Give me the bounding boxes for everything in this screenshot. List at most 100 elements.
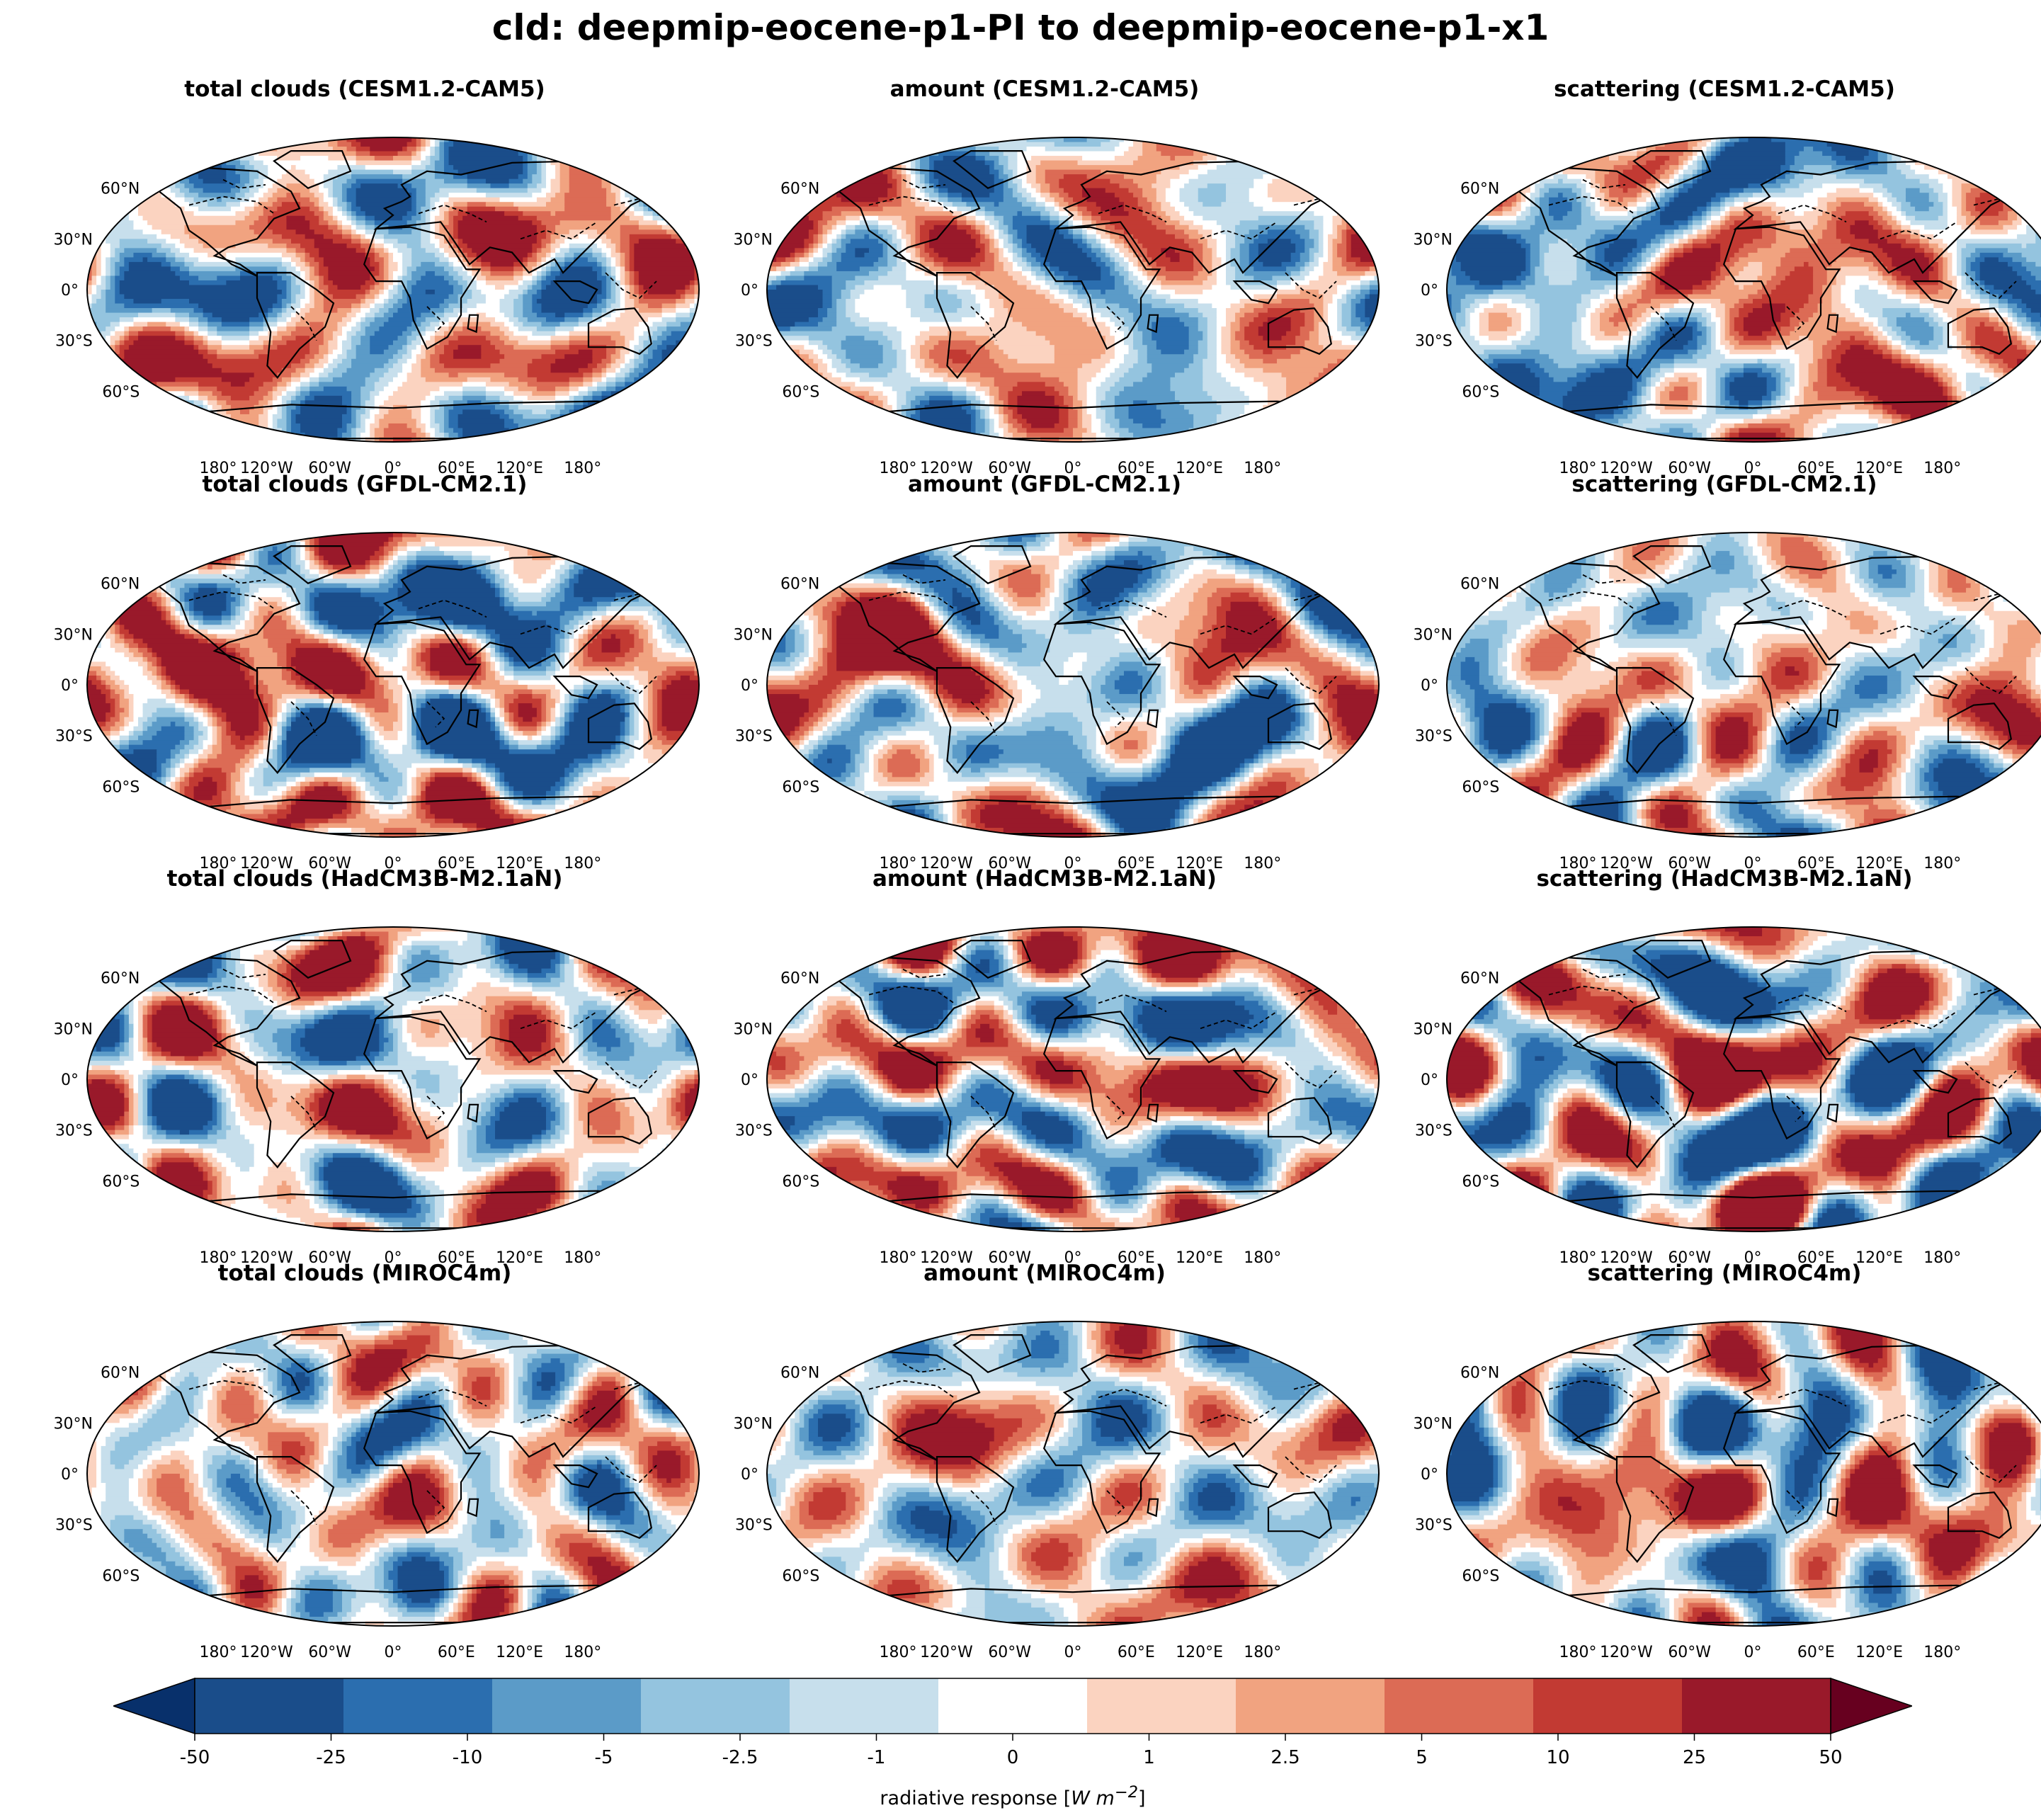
contour-cell bbox=[938, 151, 977, 157]
contour-cell bbox=[587, 322, 607, 327]
contour-cell bbox=[1203, 358, 1217, 364]
contour-cell bbox=[767, 326, 773, 332]
contour-cell bbox=[439, 147, 445, 152]
contour-cell bbox=[1309, 336, 1319, 341]
contour-cell bbox=[457, 243, 468, 249]
contour-cell bbox=[128, 215, 144, 221]
contour-cell bbox=[128, 419, 135, 424]
contour-cell bbox=[1147, 372, 1176, 378]
contour-cell bbox=[1040, 160, 1079, 166]
contour-cell bbox=[189, 280, 227, 286]
contour-cell bbox=[342, 358, 352, 364]
contour-cell bbox=[166, 239, 181, 244]
lon-tick-label: 60°E bbox=[438, 460, 475, 477]
contour-cell bbox=[555, 193, 565, 198]
contour-cell bbox=[615, 358, 625, 364]
contour-cell bbox=[1045, 169, 1101, 175]
contour-cell bbox=[1119, 391, 1176, 397]
contour-cell bbox=[957, 206, 972, 212]
contour-cell bbox=[314, 280, 319, 286]
contour-cell bbox=[87, 428, 111, 433]
contour-cell bbox=[402, 363, 412, 369]
contour-cell bbox=[481, 257, 523, 263]
contour-cell bbox=[161, 229, 186, 235]
contour-cell bbox=[689, 303, 695, 309]
contour-cell bbox=[277, 419, 288, 424]
contour-cell bbox=[897, 183, 902, 189]
contour-cell bbox=[402, 345, 408, 351]
contour-cell bbox=[952, 202, 967, 207]
contour-cell bbox=[495, 285, 505, 290]
contour-cell bbox=[661, 303, 676, 309]
contour-cell bbox=[822, 252, 828, 258]
contour-cell bbox=[198, 326, 208, 332]
contour-cell bbox=[994, 257, 999, 263]
contour-cell bbox=[652, 419, 658, 424]
contour-cell bbox=[91, 372, 102, 378]
contour-cell bbox=[929, 349, 948, 355]
contour-field bbox=[767, 137, 1379, 442]
contour-cell bbox=[897, 188, 902, 193]
contour-cell bbox=[689, 224, 699, 230]
contour-cell bbox=[634, 432, 639, 438]
contour-cell bbox=[305, 275, 310, 281]
contour-cell bbox=[671, 423, 699, 429]
contour-cell bbox=[846, 312, 860, 318]
contour-cell bbox=[1226, 248, 1232, 254]
contour-cell bbox=[425, 331, 436, 336]
contour-cell bbox=[676, 377, 686, 382]
contour-cell bbox=[1323, 215, 1334, 221]
contour-cell bbox=[457, 372, 505, 378]
contour-cell bbox=[859, 266, 879, 272]
contour-cell bbox=[323, 340, 329, 346]
contour-cell bbox=[625, 358, 630, 364]
contour-cell bbox=[1249, 261, 1263, 268]
contour-cell bbox=[625, 202, 630, 207]
contour-cell bbox=[351, 395, 361, 401]
contour-cell bbox=[221, 165, 237, 171]
contour-cell bbox=[994, 252, 999, 258]
contour-cell bbox=[1337, 299, 1347, 305]
contour-cell bbox=[374, 317, 390, 323]
contour-cell bbox=[416, 224, 421, 230]
contour-cell bbox=[1147, 215, 1161, 221]
contour-cell bbox=[106, 303, 125, 309]
contour-cell bbox=[1124, 336, 1134, 341]
contour-cell bbox=[1267, 308, 1301, 314]
contour-cell bbox=[356, 211, 366, 217]
contour-cell bbox=[1086, 382, 1101, 387]
contour-cell bbox=[1086, 239, 1097, 244]
contour-cell bbox=[277, 299, 283, 305]
contour-cell bbox=[841, 229, 846, 235]
contour-cell bbox=[128, 331, 139, 336]
contour-cell bbox=[933, 174, 995, 180]
contour-cell bbox=[397, 239, 421, 244]
contour-cell bbox=[994, 160, 999, 166]
contour-cell bbox=[258, 197, 268, 203]
contour-cell bbox=[818, 224, 824, 230]
contour-cell bbox=[383, 349, 399, 355]
contour-cell bbox=[657, 326, 667, 332]
contour-cell bbox=[657, 395, 663, 401]
contour-cell bbox=[1263, 336, 1283, 341]
contour-cell bbox=[360, 414, 370, 420]
contour-cell bbox=[462, 239, 538, 244]
contour-cell bbox=[453, 285, 463, 290]
contour-cell bbox=[629, 294, 639, 300]
contour-cell bbox=[328, 354, 339, 360]
contour-cell bbox=[110, 423, 115, 429]
contour-cell bbox=[1207, 243, 1217, 249]
contour-cell bbox=[295, 299, 301, 305]
contour-cell bbox=[984, 345, 999, 351]
contour-cell bbox=[620, 271, 625, 277]
contour-cell bbox=[689, 368, 699, 373]
contour-cell bbox=[272, 423, 278, 429]
contour-cell bbox=[564, 257, 574, 263]
contour-cell bbox=[356, 409, 366, 415]
contour-cell bbox=[286, 303, 292, 309]
contour-cell bbox=[346, 202, 352, 207]
contour-cell bbox=[952, 391, 967, 397]
contour-cell bbox=[87, 354, 93, 360]
contour-cell bbox=[323, 303, 352, 309]
contour-cell bbox=[360, 317, 366, 323]
